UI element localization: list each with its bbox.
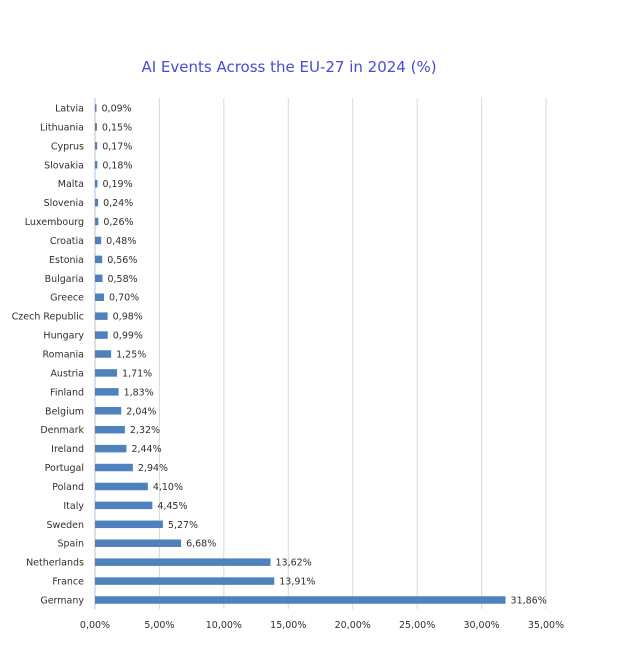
data-label: 2,32% [130,425,160,436]
data-label: 1,25% [116,350,146,361]
category-label: Netherlands [26,558,84,569]
category-label: Romania [42,350,84,361]
x-axis-tick-labels: 0,00% 5,00% 10,00% 15,00% 20,00% 25,00% 30,00%… [80,620,564,631]
bar [95,179,98,188]
bar [95,463,133,472]
bar [95,596,506,604]
category-label: Austria [50,368,84,379]
bar [95,293,105,301]
bar [95,577,275,585]
bar [95,407,122,415]
category-label: Slovakia [44,160,84,171]
data-label: 2,94% [138,463,168,474]
data-label: 0,98% [113,312,143,323]
category-label: Croatia [50,236,84,247]
category-label: Luxembourg [25,217,84,228]
data-label: 0,17% [102,141,132,152]
bar [95,331,108,339]
category-label: Estonia [49,255,84,266]
bar [95,255,103,264]
category-label: Belgium [45,406,84,417]
x-tick-label: 0,00% [80,620,110,631]
data-label: 13,62% [276,558,312,569]
data-label: 0,48% [106,236,136,247]
x-tick-label: 10,00% [206,620,242,631]
data-label: 1,71% [122,368,152,379]
bar [95,123,97,131]
category-label: Slovenia [44,198,84,209]
data-label: 1,83% [124,387,154,398]
category-label: Portugal [45,463,84,474]
x-tick-label: 5,00% [144,620,174,631]
category-label: Finland [50,387,84,398]
data-label: 31,86% [511,596,547,607]
data-label: 0,99% [113,331,143,342]
category-label: Malta [58,179,84,190]
data-label: 0,58% [107,274,137,285]
chart-title: AI Events Across the EU-27 in 2024 (%) [141,58,436,76]
data-label: 0,70% [109,293,139,304]
bar [95,388,119,396]
data-label: 4,10% [153,482,183,493]
bar [95,425,125,434]
data-label: 2,04% [126,406,156,417]
data-label: 0,15% [102,122,132,133]
data-label: 0,18% [102,160,132,171]
bar [95,236,102,245]
bar [95,217,99,226]
category-labels: Latvia Lithuania Cyprus Slovakia Malta Sloven… [12,104,85,607]
category-label: Greece [50,293,84,304]
bar [95,274,103,283]
category-label: Spain [57,539,84,550]
category-label: Hungary [43,331,84,342]
category-label: Ireland [51,444,84,455]
category-label: Italy [63,501,84,512]
category-label: Sweden [46,520,84,531]
category-label: Denmark [40,425,84,436]
bar [95,558,271,566]
data-label: 6,68% [186,539,216,550]
data-label: 2,44% [131,444,161,455]
category-label: Czech Republic [12,312,84,323]
bar [95,161,98,169]
x-tick-label: 25,00% [399,620,435,631]
data-labels: 0,09% 0,15% 0,17% 0,18% 0,19% 0,24% 0,26% 0,48%… [102,104,547,607]
category-label: Lithuania [40,122,84,133]
bar [95,501,153,510]
category-label: Bulgaria [45,274,84,285]
category-label: Cyprus [51,141,84,152]
data-label: 0,09% [102,104,132,115]
data-label: 5,27% [168,520,198,531]
gridlines [94,98,547,609]
data-label: 0,56% [107,255,137,266]
data-label: 13,91% [279,577,315,588]
data-label: 4,45% [157,501,187,512]
data-label: 0,24% [103,198,133,209]
bar [95,350,112,358]
category-label: France [52,577,84,588]
x-tick-label: 35,00% [528,620,564,631]
bar [95,198,99,207]
bar [95,369,118,377]
data-label: 0,26% [103,217,133,228]
category-label: Latvia [55,104,84,115]
x-tick-label: 30,00% [463,620,499,631]
category-label: Germany [40,596,84,607]
data-label: 0,19% [102,179,132,190]
bar [95,104,97,112]
x-tick-label: 20,00% [335,620,371,631]
x-tick-label: 15,00% [270,620,306,631]
bar [95,539,182,547]
bar [95,482,148,491]
bars [95,104,506,604]
bar [95,142,98,150]
bar [95,444,127,453]
category-label: Poland [52,482,84,493]
bar [95,312,108,320]
bar [95,520,163,529]
